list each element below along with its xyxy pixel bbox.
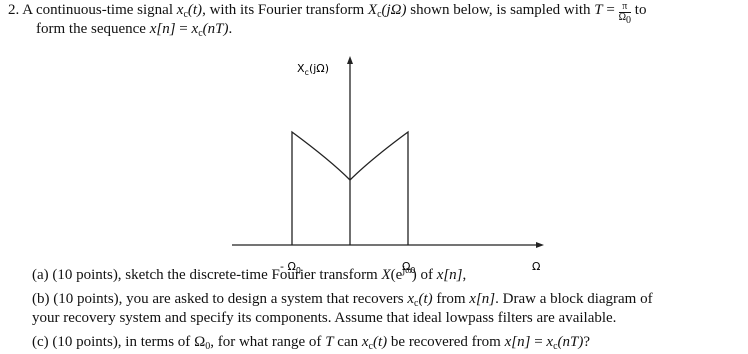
math: 0 [410, 266, 415, 275]
fraction: π Ω0 [618, 2, 632, 26]
math: T [325, 334, 334, 350]
math: c [377, 9, 382, 20]
math: x [191, 21, 199, 37]
problem-number: 2. [8, 2, 20, 18]
text: be recovered from [387, 334, 505, 350]
y-axis-label: Xc(jΩ) [297, 62, 329, 77]
math: T [594, 2, 603, 18]
math: (t) [372, 334, 388, 350]
math: c [414, 298, 419, 309]
math: X [381, 267, 391, 283]
math: (nT) [557, 334, 584, 350]
text: (a) (10 points), sketch the discrete-tim… [32, 267, 382, 283]
math: 0 [205, 341, 211, 352]
math: - Ω [280, 260, 296, 273]
statement-line: form the sequence x[n] = xc(nT). [36, 20, 233, 39]
math: x[n] [469, 291, 496, 307]
text: shown below, is sampled with [406, 2, 595, 18]
x-tick-label: - Ω0 [280, 260, 301, 275]
math: (e [390, 267, 403, 283]
x-axis-arrow [536, 242, 544, 248]
math: c [368, 341, 373, 352]
y-axis-arrow [347, 56, 353, 64]
spectrum-shape [291, 130, 409, 245]
math: x [176, 2, 184, 18]
math: 0 [296, 266, 301, 275]
math: x[n] [149, 21, 176, 37]
math: (t) [187, 2, 203, 18]
math: c [198, 28, 203, 39]
text: . [228, 21, 233, 37]
math: π [618, 2, 632, 13]
denominator: Ω0 [618, 12, 632, 26]
text: to [631, 2, 647, 18]
part-line: (a) (10 points), sketch the discrete-tim… [32, 266, 466, 284]
text: of [416, 267, 437, 283]
x-axis-label: Ω [532, 260, 540, 273]
part-line: (c) (10 points), in terms of Ω0, for wha… [32, 333, 591, 352]
text: ? [583, 334, 591, 350]
text: form the sequence [36, 21, 150, 37]
text: = [175, 21, 192, 37]
math: (t) [418, 291, 433, 307]
math: x[n] [504, 334, 531, 350]
math: x [546, 334, 554, 350]
math: Ω [532, 260, 540, 273]
text: = [530, 334, 547, 350]
math: (jΩ) [381, 2, 407, 18]
text: = [602, 2, 619, 18]
text: . Draw a block diagram of [495, 291, 653, 307]
text: (b) (10 points), you are asked to design… [32, 291, 408, 307]
math: (jΩ) [309, 62, 329, 75]
math: c [553, 341, 558, 352]
text: from [432, 291, 470, 307]
statement-line: 2. A continuous-time signal xc(t), with … [8, 1, 647, 26]
math: (nT) [202, 21, 229, 37]
math: X [297, 62, 305, 75]
math: Ω [402, 260, 410, 273]
math: x [407, 291, 414, 307]
math: c [183, 9, 188, 20]
math: 0 [626, 15, 632, 26]
math: Ω [194, 334, 206, 350]
x-tick-label: Ω0 [402, 260, 416, 275]
part-line: (b) (10 points), you are asked to design… [32, 290, 653, 309]
math: c [305, 68, 309, 77]
math: X [367, 2, 378, 18]
math: x[n] [436, 267, 463, 283]
part-line: your recovery system and specify its com… [32, 309, 616, 327]
text: your recovery system and specify its com… [32, 310, 617, 326]
text: , [462, 267, 467, 283]
math: jω [402, 265, 412, 276]
math: x [361, 334, 369, 350]
text: (c) (10 points), in terms of [32, 334, 195, 350]
math: ) [411, 267, 417, 283]
text: A continuous-time signal [22, 2, 177, 18]
text: can [333, 334, 362, 350]
text: , with its Fourier transform [202, 2, 368, 18]
math: Ω [618, 12, 627, 23]
text: , for what range of [210, 334, 326, 350]
